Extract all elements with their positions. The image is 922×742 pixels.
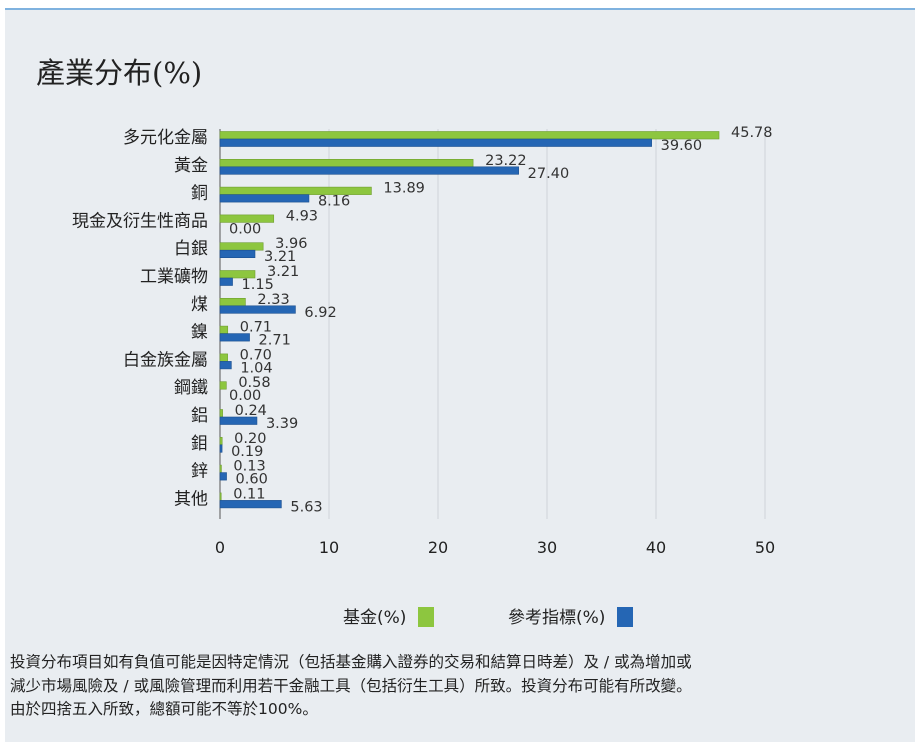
- bar-fund: [219, 492, 222, 501]
- data-label-fund: 13.89: [383, 181, 425, 197]
- data-label-benchmark: 6.92: [304, 305, 336, 321]
- category-label: 其他: [174, 489, 208, 509]
- legend-item-fund: 基金(%): [343, 603, 435, 628]
- footnote-line-2: 減少市場風險及 / 或風險管理而利用若干金融工具（包括衍生工具）所致。投資分布可…: [10, 676, 692, 695]
- bar-benchmark: [219, 416, 258, 425]
- category-label: 鋅: [191, 462, 208, 482]
- legend-label-fund: 基金(%): [343, 608, 407, 628]
- legend-item-benchmark: 參考指標(%): [508, 603, 634, 628]
- category-label: 銅: [191, 184, 208, 204]
- data-label-benchmark: 1.04: [240, 360, 272, 376]
- data-label-benchmark: 5.63: [290, 499, 322, 515]
- bar-fund: [219, 436, 223, 446]
- footnote: 投資分布項目如有負值可能是因特定情況（包括基金購入證券的交易和結算日時差）及 /…: [10, 651, 910, 722]
- x-tick-label: 40: [646, 538, 666, 557]
- data-label-fund: 3.96: [275, 236, 307, 252]
- bar-fund: [219, 381, 227, 390]
- data-label-fund: 3.21: [267, 264, 299, 280]
- x-tick-label: 10: [319, 538, 339, 557]
- bar-fund: [219, 242, 264, 251]
- footnote-line-1: 投資分布項目如有負值可能是因特定情況（包括基金購入證券的交易和結算日時差）及 /…: [10, 653, 692, 671]
- legend-swatch-benchmark: [617, 607, 634, 627]
- data-label-benchmark: 27.40: [528, 166, 570, 182]
- bar-benchmark: [219, 361, 232, 370]
- bar-benchmark: [219, 166, 519, 175]
- data-label-fund: 0.58: [238, 375, 270, 391]
- bar-benchmark: [219, 500, 282, 509]
- footnote-line-3: 由於四捨五入所致，總額可能不等於100%。: [10, 700, 318, 718]
- data-label-benchmark: 39.60: [661, 138, 703, 154]
- data-label-fund: 0.13: [233, 459, 265, 475]
- category-label: 鉬: [191, 434, 208, 454]
- category-label: 工業礦物: [140, 267, 208, 287]
- data-label-benchmark: 1.15: [242, 277, 274, 293]
- category-label: 鎳: [191, 323, 208, 343]
- category-label: 白金族金屬: [123, 350, 208, 370]
- data-label-fund: 23.22: [485, 153, 527, 169]
- category-label: 鋁: [191, 406, 208, 426]
- chart-panel: [5, 8, 915, 742]
- legend-swatch-fund: [418, 607, 435, 627]
- bar-benchmark: [219, 194, 310, 203]
- category-label: 黃金: [174, 156, 208, 176]
- bar-benchmark: [219, 138, 652, 147]
- data-label-benchmark: 3.21: [264, 249, 296, 265]
- data-label-benchmark: 2.71: [259, 333, 291, 349]
- data-label-benchmark: 3.39: [266, 416, 298, 432]
- data-label-fund: 45.78: [731, 125, 773, 141]
- bar-fund: [219, 270, 256, 279]
- data-label-fund: 0.20: [234, 431, 266, 447]
- bar-benchmark: [219, 277, 233, 286]
- bar-fund: [219, 159, 474, 168]
- bar-benchmark: [219, 444, 223, 453]
- category-label: 煤: [191, 295, 208, 315]
- data-label-benchmark: 8.16: [318, 194, 350, 210]
- data-label-benchmark: 0.19: [231, 444, 263, 460]
- category-label: 現金及衍生性商品: [72, 211, 208, 231]
- bar-fund: [219, 131, 720, 140]
- data-label-benchmark: 0.60: [236, 472, 268, 488]
- bar-fund: [219, 353, 228, 362]
- bar-fund: [219, 409, 223, 418]
- data-label-fund: 0.71: [240, 320, 272, 336]
- bar-fund: [219, 464, 222, 473]
- category-label: 多元化金屬: [123, 128, 208, 148]
- data-label-fund: 0.11: [233, 486, 265, 502]
- x-tick-label: 20: [428, 538, 448, 557]
- bar-benchmark: [219, 249, 256, 258]
- data-label-benchmark: 0.00: [229, 221, 261, 237]
- bar-benchmark: [219, 305, 296, 314]
- x-tick-label: 30: [537, 538, 557, 557]
- x-tick-label: 50: [755, 538, 775, 557]
- data-label-fund: 4.93: [286, 208, 318, 224]
- bar-fund: [219, 214, 275, 223]
- data-label-benchmark: 0.00: [229, 388, 261, 404]
- category-label: 白銀: [174, 239, 208, 259]
- category-label: 鋼鐵: [174, 378, 208, 398]
- legend-label-benchmark: 參考指標(%): [508, 608, 606, 628]
- bar-fund: [219, 297, 246, 307]
- bar-benchmark: [219, 333, 250, 342]
- data-label-fund: 0.24: [235, 403, 267, 419]
- x-tick-label: 0: [215, 538, 225, 557]
- data-label-fund: 0.70: [240, 347, 272, 363]
- data-label-fund: 2.33: [257, 292, 289, 308]
- bar-fund: [219, 325, 229, 334]
- chart-title: 產業分布(%): [36, 56, 203, 90]
- bar-benchmark: [219, 472, 227, 481]
